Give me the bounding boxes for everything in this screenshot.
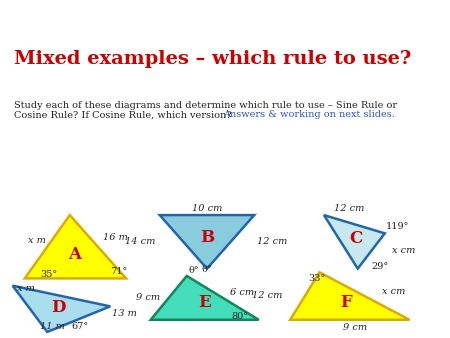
Text: 35°: 35°	[40, 270, 58, 279]
Text: 71°: 71°	[110, 267, 127, 276]
Polygon shape	[160, 215, 254, 269]
Text: Answers & working on next slides.: Answers & working on next slides.	[223, 111, 395, 119]
Text: 29°: 29°	[371, 262, 388, 271]
Text: 10 cm: 10 cm	[192, 204, 222, 213]
Text: 6 cm: 6 cm	[230, 288, 254, 297]
Text: 14 cm: 14 cm	[125, 237, 155, 246]
Text: x m: x m	[17, 284, 35, 293]
Text: B: B	[200, 228, 214, 245]
Text: x cm: x cm	[392, 246, 415, 255]
Text: 80°: 80°	[232, 312, 249, 321]
Polygon shape	[324, 215, 385, 269]
Text: 12 cm: 12 cm	[252, 291, 283, 300]
Text: 12 cm: 12 cm	[257, 237, 288, 246]
Polygon shape	[290, 272, 410, 320]
Text: D: D	[51, 299, 66, 316]
Text: x m: x m	[28, 236, 46, 245]
Text: 119°: 119°	[386, 222, 410, 231]
Text: 33°: 33°	[308, 274, 325, 283]
Text: 11 m: 11 m	[40, 322, 65, 331]
Polygon shape	[25, 215, 126, 279]
Text: Mixed examples – which rule to use?: Mixed examples – which rule to use?	[14, 50, 411, 68]
Text: 12 cm: 12 cm	[333, 204, 364, 213]
Text: θ°: θ°	[188, 266, 199, 275]
Text: 9 cm: 9 cm	[343, 323, 368, 332]
Text: 9 cm: 9 cm	[135, 293, 160, 303]
Text: x cm: x cm	[382, 287, 406, 296]
Text: E: E	[198, 294, 211, 311]
Text: 13 m: 13 m	[112, 309, 136, 318]
Text: C: C	[349, 230, 362, 247]
Text: 16 m: 16 m	[103, 233, 127, 242]
Polygon shape	[151, 276, 259, 320]
Text: Cosine Rule? If Cosine Rule, which version?: Cosine Rule? If Cosine Rule, which versi…	[14, 111, 234, 119]
Text: A: A	[68, 245, 81, 263]
Text: θ°: θ°	[202, 265, 212, 274]
Text: F: F	[341, 294, 352, 311]
Polygon shape	[13, 286, 110, 332]
Text: 67°: 67°	[71, 322, 88, 331]
Text: Study each of these diagrams and determine which rule to use – Sine Rule or: Study each of these diagrams and determi…	[14, 101, 396, 110]
